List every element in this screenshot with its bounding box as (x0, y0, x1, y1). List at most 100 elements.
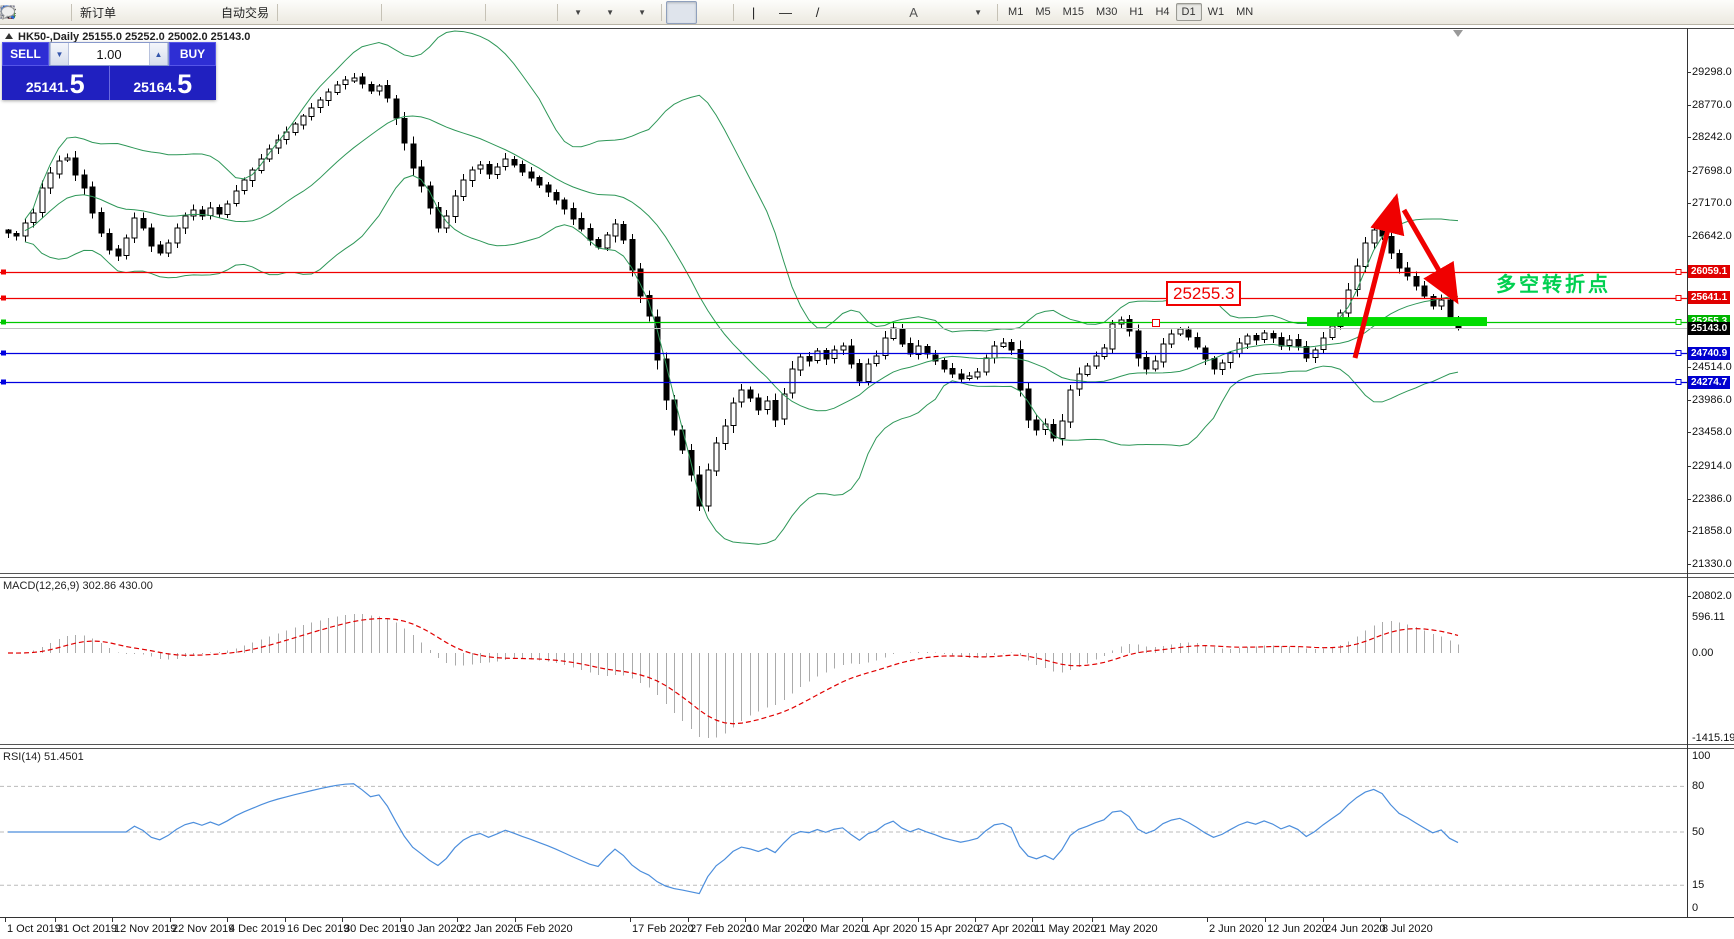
pivot-label-handle[interactable] (1152, 318, 1160, 327)
buy-price-main: 25164. (133, 79, 177, 95)
autotrading-button[interactable]: 自动交易 (0, 1, 273, 24)
date-tick-mark (515, 918, 516, 922)
date-label: 1 Apr 2020 (864, 923, 918, 935)
date-tick-mark (1380, 918, 1381, 922)
rsi-axis-label: 80 (1692, 780, 1705, 793)
timeframe-button-m1[interactable]: M1 (1008, 6, 1024, 18)
trend-arrow-down[interactable] (1401, 208, 1459, 305)
text-tool[interactable]: A (909, 4, 918, 20)
search-icon[interactable] (0, 1, 1698, 24)
chart-shift-marker[interactable] (1453, 30, 1463, 37)
zoom-out-icon[interactable] (1, 1, 449, 24)
timeframe-button-m30[interactable]: M30 (1096, 6, 1118, 18)
template-icon[interactable]: ▼ (0, 1, 657, 24)
timeframe-button-m5[interactable]: M5 (1035, 6, 1051, 18)
date-label: 10 Mar 2020 (747, 923, 809, 935)
date-label: 20 Mar 2020 (805, 923, 867, 935)
price-tick-label: 21858.0 (1692, 525, 1732, 538)
price-tick-label: 27170.0 (1692, 197, 1732, 210)
channel-tool[interactable]: F (0, 1, 897, 24)
chat-icon[interactable] (1, 1, 1730, 24)
main-toolbar: 新订单 自动交易 ▼ ▼ (0, 0, 1734, 25)
level-line-24274.7[interactable] (0, 379, 1687, 385)
pivot-annotation-text[interactable]: 多空转折点 (1496, 274, 1611, 296)
chart-top-border (0, 28, 1734, 29)
fibonacci-tool[interactable]: F (1, 1, 865, 24)
level-line-25641.1[interactable] (0, 295, 1687, 301)
candlestick-chart-icon[interactable] (1, 1, 345, 24)
timeframe-button-h1[interactable]: H1 (1129, 6, 1144, 18)
buy-price[interactable]: 25164. 5 (110, 66, 217, 100)
volume-increase-button[interactable]: ▲ (149, 43, 168, 65)
horizontal-line-tool[interactable]: — (779, 4, 793, 20)
bar-chart-icon[interactable] (1, 1, 313, 24)
toolbar-separator (277, 3, 279, 21)
pivot-price-label[interactable]: 25255.3 (1166, 281, 1242, 306)
price-tag-26059.1: 26059.1 (1688, 265, 1731, 279)
arrows-tool[interactable]: ▼ (2, 1, 993, 24)
date-label: 17 Feb 2020 (632, 923, 694, 935)
price-tick-mark (1687, 531, 1691, 533)
date-tick-mark (457, 918, 458, 922)
tile-windows-icon[interactable] (0, 1, 481, 24)
level-line-24740.9[interactable] (0, 350, 1687, 356)
date-label: 27 Feb 2020 (690, 923, 752, 935)
date-label: 22 Jan 2020 (459, 923, 520, 935)
volume-decrease-button[interactable]: ▼ (50, 43, 69, 65)
terminal-icon[interactable] (0, 1, 184, 24)
volume-value[interactable]: 1.00 (96, 46, 122, 62)
price-axis (1687, 28, 1688, 917)
history-center-icon[interactable] (0, 1, 152, 24)
buy-button[interactable]: BUY (169, 42, 216, 66)
vertical-line-tool[interactable]: | (751, 4, 756, 20)
zoom-in-icon[interactable] (1, 1, 417, 24)
price-tick-label: 22386.0 (1692, 492, 1732, 505)
cursor-button[interactable] (3, 0, 698, 24)
rsi-indicator-chart (0, 783, 1687, 895)
date-label: 24 Jun 2020 (1325, 923, 1386, 935)
volume-stepper: ▼ 1.00 ▲ (49, 42, 169, 66)
date-tick-mark (342, 918, 343, 922)
price-tick-label: 23458.0 (1692, 426, 1732, 439)
level-line-26059.1[interactable] (0, 269, 1687, 275)
price-tick-label: 29298.0 (1692, 66, 1732, 78)
macd-indicator-chart (7, 613, 1459, 738)
new-order-button[interactable]: 新订单 (0, 1, 120, 24)
trendline-tool[interactable]: / (815, 4, 820, 20)
trend-arrow-up[interactable] (1352, 193, 1405, 359)
pane-splitter[interactable] (0, 744, 1734, 749)
chart-shift-icon[interactable] (0, 1, 553, 24)
data-window-icon[interactable] (0, 1, 67, 24)
auto-scroll-icon[interactable] (0, 1, 521, 24)
line-chart-icon[interactable] (0, 1, 377, 24)
text-label-tool[interactable]: T (0, 1, 961, 24)
price-tick-mark (1687, 466, 1691, 468)
price-tick-mark (1687, 367, 1691, 369)
highlight-bar[interactable] (1307, 317, 1487, 327)
price-tick-mark (1687, 137, 1691, 139)
date-label: 27 Apr 2020 (977, 923, 1037, 935)
period-clock-icon[interactable]: ▼ (0, 1, 625, 24)
macd-axis-label: 596.11 (1692, 610, 1725, 623)
time-axis: 1 Oct 2019 31 Oct 2019 12 Nov 2019 22 Nov 2… (0, 917, 1734, 939)
timeframe-button-m15[interactable]: M15 (1062, 6, 1084, 18)
sell-price[interactable]: 25141. 5 (2, 66, 110, 100)
timeframe-button-h4[interactable]: H4 (1155, 6, 1170, 18)
date-label: 31 Oct 2019 (57, 923, 117, 935)
timeframe-button-w1[interactable]: W1 (1207, 6, 1225, 18)
date-label: 15 Apr 2020 (920, 923, 980, 935)
timeframe-button-mn[interactable]: MN (1236, 6, 1254, 18)
macd-axis-label: 0.00 (1692, 647, 1714, 659)
price-tick-label: 21330.0 (1692, 557, 1732, 570)
price-tick-label: 23986.0 (1692, 393, 1732, 406)
date-tick-mark (227, 918, 228, 922)
strategy-signal-icon[interactable] (0, 1, 216, 24)
crosshair-button[interactable] (1, 1, 729, 24)
date-tick-mark (400, 918, 401, 922)
timeframe-button-d1[interactable]: D1 (1175, 3, 1202, 21)
add-indicator-button[interactable]: ▼ (0, 1, 593, 24)
pane-splitter[interactable] (0, 573, 1734, 578)
date-tick-mark (918, 918, 919, 922)
panel-collapse-icon[interactable] (5, 33, 13, 39)
sell-button[interactable]: SELL (2, 42, 49, 66)
